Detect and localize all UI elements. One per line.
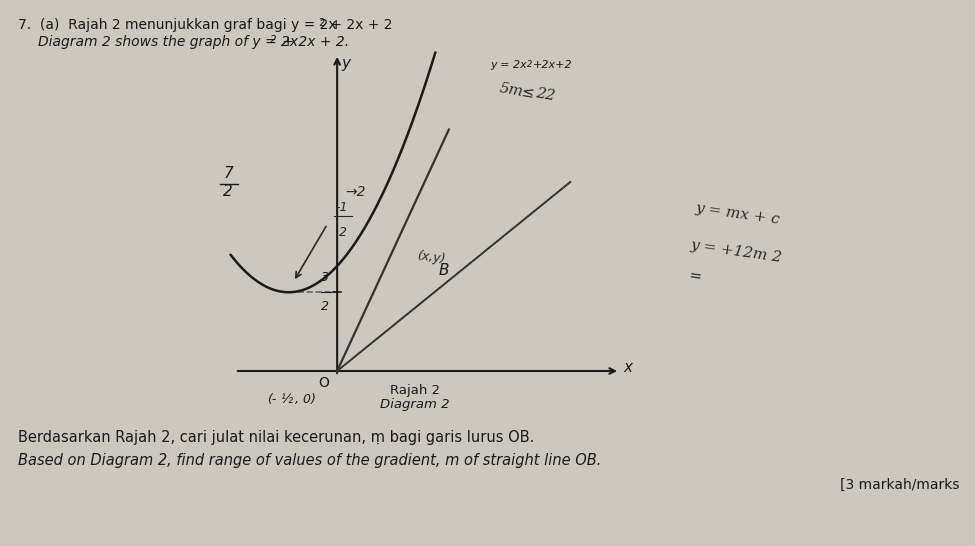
Text: x: x [623,359,632,375]
Text: 7.  (a)  Rajah 2 menunjukkan graf bagi y = 2x: 7. (a) Rajah 2 menunjukkan graf bagi y =… [18,18,336,32]
Text: Diagram 2 shows the graph of y = 2x: Diagram 2 shows the graph of y = 2x [38,35,298,49]
Text: Based on Diagram 2, find range of values of the gradient, m of straight line OB.: Based on Diagram 2, find range of values… [18,453,602,468]
Text: 5m: 5m [498,81,525,99]
Text: 2: 2 [527,60,532,69]
Text: ≤: ≤ [520,84,535,101]
Text: →2: →2 [345,185,366,199]
Text: +2x+2: +2x+2 [533,60,572,70]
Text: ½: ½ [281,393,292,406]
Text: y = mx + c: y = mx + c [695,201,781,227]
Text: y = +12m 2: y = +12m 2 [690,238,784,265]
Text: 3: 3 [321,271,330,284]
Text: B: B [439,263,448,278]
Text: , 0): , 0) [294,393,316,406]
Text: y = 2x: y = 2x [490,60,526,70]
Text: 2: 2 [270,35,277,45]
Text: =: = [688,268,703,284]
Text: 2: 2 [318,18,325,28]
Text: O: O [318,376,330,390]
Text: 2: 2 [223,184,233,199]
Text: (-: (- [267,393,277,406]
Text: Rajah 2: Rajah 2 [390,384,440,397]
Text: 22: 22 [535,86,557,103]
Text: + 2x + 2.: + 2x + 2. [278,35,349,49]
Text: -1: -1 [335,201,348,214]
Text: 7: 7 [223,166,233,181]
Text: [3 markah/marks: [3 markah/marks [840,478,960,492]
Text: Berdasarkan Rajah 2, cari julat nilai kecerunan, ṃ bagi garis lurus OB.: Berdasarkan Rajah 2, cari julat nilai ke… [18,430,534,445]
Text: 2: 2 [339,226,347,239]
Text: 2: 2 [321,300,330,313]
Text: (x,y): (x,y) [416,250,447,266]
Text: y: y [341,56,350,71]
Text: Diagram 2: Diagram 2 [380,398,449,411]
Text: + 2x + 2: + 2x + 2 [326,18,393,32]
